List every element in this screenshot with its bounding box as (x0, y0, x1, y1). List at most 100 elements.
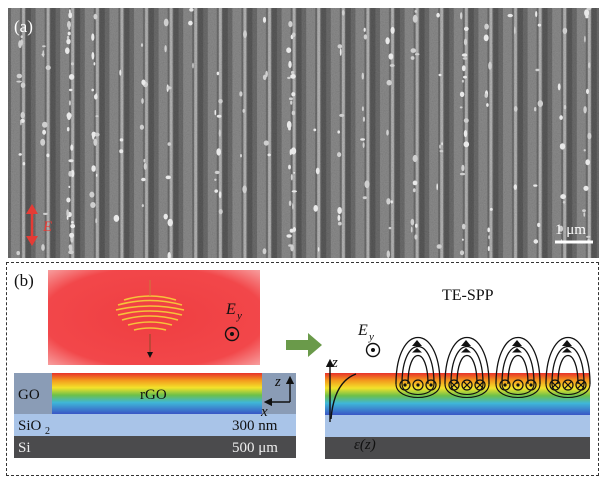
sio2-label: SiO (18, 418, 42, 434)
sem-speckle (583, 185, 589, 191)
sem-speckle (290, 74, 296, 79)
sem-speckle (288, 21, 293, 28)
field-in-marker (448, 379, 460, 391)
sem-speckle (141, 79, 146, 86)
panel-a-label: (a) (14, 17, 33, 36)
sem-speckle (286, 234, 292, 238)
sem-speckle (339, 48, 342, 56)
sem-speckle (42, 121, 48, 128)
field-line (456, 354, 478, 385)
sem-speckle (583, 106, 587, 114)
sem-speckle (586, 8, 592, 10)
field-arrowhead (562, 340, 572, 346)
sem-speckle (587, 132, 592, 140)
sem-speckle (537, 222, 541, 228)
sem-speckle (290, 100, 293, 105)
sem-speckle (362, 196, 367, 200)
sem-speckle (313, 205, 319, 212)
sem-speckle (20, 111, 25, 119)
out-of-plane-icon (224, 326, 240, 342)
sem-speckle (439, 144, 441, 149)
sem-speckle (95, 115, 99, 118)
sem-speckle (69, 232, 75, 238)
si-thickness: 500 μm (232, 440, 278, 456)
sem-speckle (286, 121, 292, 129)
field-label-right: E (357, 322, 368, 339)
si-label: Si (18, 440, 31, 456)
sem-speckle (167, 252, 171, 258)
sem-speckle (242, 185, 247, 194)
sem-speckle (507, 13, 513, 18)
field-in-marker (474, 379, 486, 391)
wave-packet (115, 295, 185, 331)
sem-speckle (90, 202, 96, 208)
sem-speckle (216, 148, 221, 156)
sem-speckle (143, 158, 146, 163)
sem-speckle (287, 76, 291, 80)
sem-speckle (489, 207, 493, 211)
sem-speckle (67, 31, 71, 36)
sem-speckle (461, 223, 466, 230)
sem-speckle (536, 68, 540, 72)
sem-speckle (67, 21, 71, 29)
sem-speckle (317, 247, 320, 252)
field-line (501, 345, 535, 385)
sem-speckle (16, 80, 22, 83)
sem-speckle (412, 188, 416, 193)
sem-speckle (18, 153, 22, 156)
sem-speckle (563, 105, 567, 110)
sem-speckle (70, 144, 74, 151)
field-out-marker (412, 379, 424, 391)
field-in-cross (450, 381, 458, 389)
panel-b-frame (6, 262, 599, 476)
sem-speckle (486, 103, 489, 107)
sem-speckle (362, 116, 365, 122)
sem-speckle (463, 38, 468, 46)
sem-speckle (513, 184, 517, 190)
field-line (557, 354, 579, 385)
field-label-left-sub: y (236, 310, 242, 322)
field-arrowhead (412, 348, 422, 353)
sem-speckle (441, 142, 443, 146)
sio2-thickness: 300 nm (232, 418, 278, 434)
laser-beam (48, 270, 260, 365)
sem-speckle (66, 209, 69, 217)
sem-speckle (463, 118, 469, 123)
field-loop-group (545, 337, 591, 398)
sem-speckle (119, 149, 124, 154)
sem-speckle (290, 244, 294, 252)
sem-speckle (559, 143, 566, 150)
go-label: GO (18, 387, 40, 403)
field-loop-group (395, 337, 441, 398)
sem-speckle (462, 57, 468, 60)
sem-speckle (562, 27, 568, 34)
sem-speckle (488, 61, 492, 70)
field-out-dot (516, 383, 520, 387)
sem-speckle (410, 226, 413, 233)
sem-speckle (141, 177, 146, 182)
sem-speckle (289, 228, 294, 233)
sem-speckle (70, 224, 76, 229)
schematic: (b) E y GO rGO SiO 2 300 nm (14, 270, 591, 459)
sem-speckle (214, 170, 220, 175)
sem-speckle (388, 53, 394, 60)
sem-speckle (216, 71, 220, 76)
sem-speckle (68, 74, 75, 80)
sem-speckle (262, 74, 267, 81)
sem-speckle (436, 183, 439, 191)
sem-speckle (20, 82, 26, 88)
sem-speckle (69, 244, 73, 253)
polarization-label: E (42, 219, 52, 235)
sem-speckle (286, 47, 292, 53)
field-line (507, 354, 529, 385)
sem-speckle (487, 246, 490, 252)
sem-speckle (386, 129, 389, 136)
field-line (395, 383, 441, 398)
sem-speckle (291, 190, 297, 193)
sem-speckle (488, 235, 490, 240)
sio2-layer-left (14, 414, 296, 436)
field-line (407, 354, 429, 385)
sem-speckle (337, 152, 342, 158)
field-in-cross (476, 381, 484, 389)
field-line (545, 383, 591, 398)
